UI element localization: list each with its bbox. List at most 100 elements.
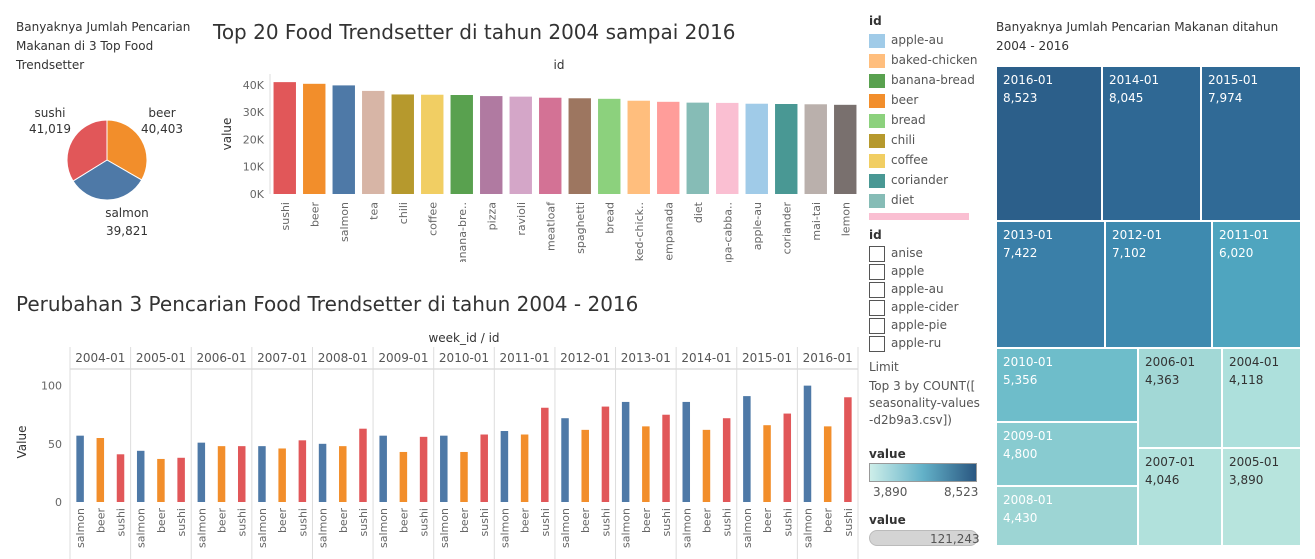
grouped-bar-sushi-2008-01[interactable] — [359, 428, 367, 502]
bar-meatloaf[interactable] — [539, 97, 562, 194]
treemap-cell-2008-01[interactable]: 2008-01 4,430 — [996, 486, 1138, 546]
filter-checkbox[interactable] — [869, 300, 885, 316]
legend-swatch — [869, 74, 885, 88]
pie-chart[interactable]: sushi 41,019 beer 40,403 salmon 39,821 — [0, 95, 200, 250]
grouped-bar-beer-2010-01[interactable] — [460, 451, 468, 502]
grouped-bar-beer-2014-01[interactable] — [702, 429, 711, 502]
grouped-bar-salmon-2011-01[interactable] — [500, 431, 509, 502]
bar-salmon[interactable] — [332, 85, 355, 194]
grouped-bar-salmon-2004-01[interactable] — [76, 435, 84, 502]
grouped-bar-sushi-2016-01[interactable] — [844, 397, 852, 502]
grouped-bar-salmon-2014-01[interactable] — [682, 401, 691, 502]
pie-slice-salmon[interactable] — [72, 159, 143, 201]
grouped-bar-beer-2011-01[interactable] — [520, 434, 529, 502]
grouped-bar-chart[interactable]: week_id / id Value 0 50 100 2004-01 salmon beer… — [0, 325, 862, 559]
grouped-bar-salmon-2010-01[interactable] — [440, 435, 448, 502]
bar-x-tick-label: beer — [308, 202, 321, 228]
grouped-bar-sushi-2006-01[interactable] — [237, 446, 246, 502]
bar-apple-au[interactable] — [745, 103, 768, 194]
grouped-bar-salmon-2016-01[interactable] — [803, 385, 812, 502]
grouped-bar-salmon-2005-01[interactable] — [136, 450, 145, 502]
id-filter[interactable]: id anise apple apple-au apple-cider apple-pi… — [869, 228, 981, 356]
grouped-bar-beer-2012-01[interactable] — [581, 429, 589, 502]
grouped-bar-beer-2007-01[interactable] — [278, 448, 286, 502]
grouped-bar-salmon-2013-01[interactable] — [621, 401, 630, 502]
treemap-cell-label: 2016-01 — [1003, 73, 1054, 87]
bar-pizza[interactable] — [480, 96, 503, 194]
grouped-group-label: 2016-01 — [803, 351, 853, 365]
filter-checkbox[interactable] — [869, 282, 885, 298]
grouped-x-tick-label: beer — [579, 508, 592, 534]
bar-tea[interactable] — [362, 90, 385, 194]
bar-bread[interactable] — [598, 98, 621, 194]
bar-lemon[interactable] — [834, 104, 857, 194]
bar-baked-chick..[interactable] — [627, 100, 650, 194]
treemap-cell-2012-01[interactable]: 2012-01 7,102 — [1105, 221, 1212, 348]
pie-slice-sushi[interactable] — [66, 119, 108, 182]
grouped-bar-beer-2009-01[interactable] — [399, 451, 408, 502]
treemap-cell-2014-01[interactable]: 2014-01 8,045 — [1102, 66, 1201, 221]
grouped-bar-beer-2008-01[interactable] — [339, 446, 347, 502]
bar-coffee[interactable] — [421, 94, 444, 194]
treemap-cell-2009-01[interactable]: 2009-01 4,800 — [996, 422, 1138, 486]
treemap-cell-2010-01[interactable]: 2010-01 5,356 — [996, 348, 1138, 422]
bar-banana-bre..[interactable] — [450, 95, 473, 194]
grouped-x-tick-label: salmon — [801, 508, 814, 548]
treemap-cell-2016-01[interactable]: 2016-01 8,523 — [996, 66, 1102, 221]
grouped-bar-beer-2005-01[interactable] — [157, 458, 165, 502]
grouped-bar-salmon-2007-01[interactable] — [258, 446, 266, 502]
bar-spaghetti[interactable] — [568, 98, 591, 194]
filter-checkbox[interactable] — [869, 264, 885, 280]
top20-bar-chart[interactable]: id value 0K 10K 20K 30K 40K sushi beer salmon tea c… — [215, 52, 865, 262]
filter-checkbox[interactable] — [869, 336, 885, 352]
bar-x-tick-label: apple-au — [751, 202, 764, 250]
filter-checkbox[interactable] — [869, 246, 885, 262]
grouped-bar-sushi-2011-01[interactable] — [541, 407, 549, 502]
grouped-bar-sushi-2005-01[interactable] — [177, 457, 185, 502]
grouped-bar-salmon-2015-01[interactable] — [743, 396, 751, 502]
grouped-bar-sushi-2012-01[interactable] — [601, 406, 610, 502]
grouped-bar-salmon-2009-01[interactable] — [379, 435, 387, 502]
bar-mai-tai[interactable] — [804, 104, 827, 194]
bar-y-tick-label: 10K — [243, 161, 265, 174]
grouped-bar-beer-2016-01[interactable] — [823, 426, 832, 502]
grouped-bar-sushi-2007-01[interactable] — [298, 440, 307, 502]
treemap-cell-2015-01[interactable]: 2015-01 7,974 — [1201, 66, 1301, 221]
treemap-cell-2006-01[interactable]: 2006-01 4,363 — [1138, 348, 1222, 448]
treemap-cell-2011-01[interactable]: 2011-01 6,020 — [1212, 221, 1301, 348]
bar-chili[interactable] — [391, 94, 414, 194]
bar-beer[interactable] — [303, 83, 326, 194]
grouped-bar-beer-2013-01[interactable] — [642, 426, 650, 502]
bar-sushi[interactable] — [273, 82, 296, 194]
grouped-bar-beer-2006-01[interactable] — [217, 446, 226, 502]
legend-label: baked-chicken — [891, 53, 978, 67]
treemap-cell-value: 4,046 — [1145, 473, 1180, 487]
grouped-bar-beer-2004-01[interactable] — [96, 438, 105, 502]
pie-slice-beer[interactable] — [106, 119, 148, 181]
bar-napa-cabba..[interactable] — [716, 102, 739, 194]
bar-x-tick-label: pizza — [485, 202, 498, 230]
value-slider[interactable] — [869, 530, 978, 546]
grouped-bar-salmon-2008-01[interactable] — [318, 443, 327, 502]
bar-ravioli[interactable] — [509, 96, 532, 194]
grouped-bar-salmon-2006-01[interactable] — [197, 442, 206, 502]
grouped-bar-sushi-2014-01[interactable] — [722, 418, 731, 502]
filter-checkbox[interactable] — [869, 318, 885, 334]
grouped-bar-salmon-2012-01[interactable] — [561, 418, 569, 502]
bar-coriander[interactable] — [775, 104, 798, 194]
treemap-cell-2013-01[interactable]: 2013-01 7,422 — [996, 221, 1105, 348]
grouped-bar-sushi-2010-01[interactable] — [480, 434, 488, 502]
bar-diet[interactable] — [686, 102, 709, 194]
grouped-bar-sushi-2015-01[interactable] — [783, 413, 792, 502]
grouped-x-tick-label: beer — [761, 508, 774, 534]
pie-title: Banyaknya Jumlah Pencarian Makanan di 3 … — [16, 20, 191, 72]
treemap[interactable]: 2016-01 8,523 2014-01 8,045 2015-01 7,974 2013… — [996, 66, 1301, 546]
grouped-bar-sushi-2004-01[interactable] — [116, 454, 125, 502]
treemap-cell-2004-01[interactable]: 2004-01 4,118 — [1222, 348, 1301, 448]
grouped-bar-beer-2015-01[interactable] — [763, 425, 771, 502]
treemap-cell-2007-01[interactable]: 2007-01 4,046 — [1138, 448, 1222, 546]
grouped-bar-sushi-2013-01[interactable] — [662, 414, 670, 502]
treemap-cell-2005-01[interactable]: 2005-01 3,890 — [1222, 448, 1301, 546]
bar-empanada[interactable] — [657, 101, 680, 194]
grouped-bar-sushi-2009-01[interactable] — [419, 436, 428, 502]
